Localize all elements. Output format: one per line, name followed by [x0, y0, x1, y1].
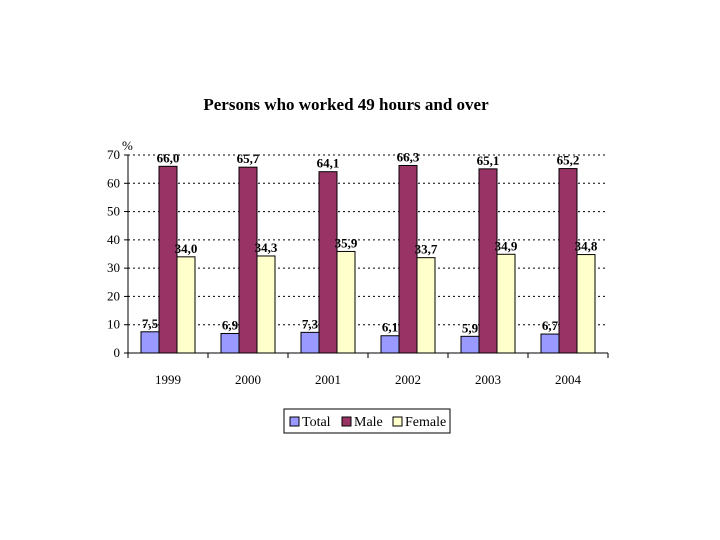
data-label-female: 34,3 [255, 240, 278, 255]
data-label-total: 7,3 [302, 316, 319, 331]
y-tick-label: 0 [114, 345, 121, 360]
legend-swatch-male [341, 416, 352, 427]
x-tick-label: 1999 [155, 372, 181, 387]
legend-label-male: Male [354, 415, 383, 430]
data-label-male: 66,3 [397, 149, 420, 164]
y-tick-label: 70 [107, 147, 120, 162]
data-label-female: 34,8 [575, 239, 598, 254]
data-label-total: 6,7 [542, 318, 559, 333]
bar-female [176, 256, 196, 354]
data-label-female: 35,9 [335, 235, 358, 250]
bar-male [238, 166, 258, 354]
data-label-total: 6,1 [382, 320, 398, 335]
legend-swatch-total [289, 416, 300, 427]
y-tick-label: 60 [107, 175, 120, 190]
legend: Total Male Female [283, 408, 451, 434]
x-tick-label: 2002 [395, 372, 421, 387]
data-label-male: 65,1 [477, 153, 500, 168]
data-label-male: 66,0 [157, 150, 180, 165]
bar-male [318, 171, 338, 354]
y-tick-label: 50 [107, 204, 120, 219]
y-tick-label: 10 [107, 317, 120, 332]
bar-female [496, 253, 516, 354]
bar-female [256, 255, 276, 354]
data-label-total: 7,5 [142, 316, 159, 331]
bar-male [158, 165, 178, 354]
y-tick-label: 20 [107, 288, 120, 303]
bar-female [576, 254, 596, 354]
bar-total [140, 331, 160, 354]
bar-total [540, 333, 560, 354]
legend-label-female: Female [405, 415, 446, 430]
data-label-female: 33,7 [415, 242, 438, 257]
bar-total [300, 331, 320, 354]
y-axis: 0 10 20 30 40 50 60 70 [107, 147, 129, 360]
chart-title: Persons who worked 49 hours and over [203, 95, 489, 114]
legend-box [283, 408, 451, 434]
data-label-male: 65,2 [557, 153, 580, 168]
bar-total [220, 332, 240, 354]
x-tick-label: 2000 [235, 372, 261, 387]
data-label-male: 64,1 [317, 156, 340, 171]
bars [140, 164, 596, 354]
bar-female [416, 257, 436, 354]
data-labels: 7,5 6,9 7,3 6,1 5,9 6,7 66,0 65,7 64,1 66,3 65,1 65… [142, 149, 598, 335]
legend-swatch-female [392, 416, 403, 427]
x-tick-label: 2004 [555, 372, 582, 387]
y-unit-label: % [122, 138, 133, 153]
y-tick-label: 40 [107, 232, 120, 247]
bar-total [380, 335, 400, 354]
data-label-male: 65,7 [237, 151, 260, 166]
y-tick-label: 30 [107, 260, 120, 275]
bar-female [336, 250, 356, 354]
data-label-total: 5,9 [462, 320, 479, 335]
x-tick-label: 2001 [315, 372, 341, 387]
bar-male [478, 168, 498, 354]
bar-male [398, 164, 418, 354]
data-label-total: 6,9 [222, 317, 239, 332]
x-axis: 1999 2000 2001 2002 2003 2004 [127, 352, 609, 387]
data-label-female: 34,0 [175, 241, 198, 256]
bar-male [558, 168, 578, 354]
x-tick-label: 2003 [475, 372, 501, 387]
gridlines [128, 154, 608, 326]
bar-total [460, 335, 480, 354]
data-label-female: 34,9 [495, 238, 518, 253]
legend-label-total: Total [302, 415, 331, 430]
